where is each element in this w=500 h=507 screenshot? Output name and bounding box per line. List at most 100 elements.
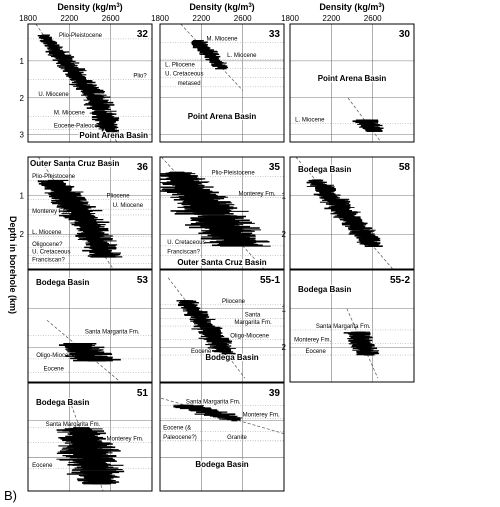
basin-label: Point Arena Basin [318,74,387,83]
panel-frame [159,269,285,383]
basin-label: Bodega Basin [36,398,89,407]
unit-label: Oligocene? [32,242,63,248]
unit-label: M. Miocene [54,110,86,116]
unit-label: metased [178,81,201,87]
basin-label: Point Arena Basin [79,131,148,140]
panel-30: L. Miocene 30 Point Arena Basin [289,23,415,143]
panel-plot-area [290,24,414,142]
unit-label: Eocene (& [163,426,191,432]
basin-label: Bodega Basin [205,353,258,362]
unit-label: Monterey Fm. [294,337,331,343]
x-tick-label: 2200 [60,14,78,23]
unit-label: Oligo-Miocene [230,334,269,340]
panel-frame [27,23,153,143]
panel-58: 1 2 58 Bodega Basin [282,156,415,270]
unit-label: U. Cretaceous [167,240,205,246]
panel-id-label: 35 [269,162,281,173]
y-tick-label: 3 [20,131,25,140]
x-tick-label: 2600 [364,14,382,23]
unit-label: Plio-Pleistocene [212,170,256,176]
unit-label: Granite [227,435,247,441]
panel-plot-area [160,157,284,269]
x-tick-label: 2600 [102,14,120,23]
basin-label: Outer Santa Cruz Basin [30,159,119,168]
panel-id-label: 39 [269,388,281,399]
unit-label: Eocene [306,349,327,355]
panel-id-label: 53 [137,275,149,286]
unit-label: U. Cretaceous [165,72,203,78]
y-tick-label: 1 [282,305,287,314]
panel-51: Santa Margarita Fm. Monterey Fm. Eocene 51 B… [27,382,153,492]
panel-53: Santa Margarita Fm. Oligo-Miocene Eocene 53… [27,269,153,383]
unit-label: Oligo-Miocene [36,353,75,359]
panel-33: M. Miocene L. Miocene L. Pliocene U. Cretac… [159,23,285,143]
panel-id-label: 55-2 [390,275,410,286]
y-tick-label: 1 [20,57,25,66]
basin-label: Bodega Basin [195,460,248,469]
panel-frame [159,23,285,143]
unit-label: Pliocene [222,299,246,305]
unit-label: U. Cretaceous [32,250,70,256]
x-tick-label: 1800 [19,14,37,23]
panel-frame [289,156,415,270]
y-tick-label: 2 [20,94,25,103]
unit-label: L. Miocene [295,118,325,124]
basin-label: Outer Santa Cruz Basin [177,258,266,267]
unit-label: Eocene [32,463,53,469]
column-title-2: Density (kg/m3) [189,2,254,12]
unit-label: Monterey Fm. [239,192,276,198]
unit-label: U. Miocene [38,92,69,98]
unit-label: Eocene [44,366,65,372]
column-title-3: Density (kg/m3) [319,2,384,12]
x-tick-label: 2200 [322,14,340,23]
panel-frame [27,382,153,492]
unit-label: Monterey Fm. [32,209,69,215]
panel-frame [289,269,415,383]
unit-label: U. Miocene [113,203,144,209]
y-axis-label: Depth in borehole (km) [8,216,18,314]
unit-label: L. Pliocene [165,62,195,68]
y-tick-label: 2 [282,343,287,352]
unit-label: Santa [245,312,261,318]
panel-frame [27,156,153,270]
panel-55-2: 1 2 Santa Margarita Fm. Monterey Fm. Eocene 5… [282,269,415,383]
panel-id-label: 33 [269,29,281,40]
panel-36: 1 2 Plio-Pleistocene Pliocene U. Miocene Mont… [20,156,153,270]
unit-label: Plio-Pleistocene [59,33,103,39]
column-title-1: Density (kg/m3) [57,2,122,12]
panel-plot-area [160,383,284,491]
panel-32: 1 2 3 Plio-Pleistocene Plio? U. Miocene M. Mio… [20,23,153,143]
figure-label: B) [4,488,17,503]
x-tick-label: 2600 [234,14,252,23]
unit-label: Paleocene?) [163,435,197,441]
panel-frame [289,23,415,143]
panel-id-label: 55-1 [260,275,280,286]
basin-label: Bodega Basin [36,278,89,287]
y-tick-label: 1 [20,192,25,201]
basin-label: Bodega Basin [298,285,351,294]
panel-plot-area [28,270,152,382]
trend-line [167,277,246,379]
unit-label: Franciscan? [32,257,65,263]
x-tick-label: 1800 [151,14,169,23]
unit-label: Monterey Fm. [243,413,280,419]
panel-plot-area [28,383,152,491]
y-tick-label: 2 [282,230,287,239]
panel-39: Santa Margarita Fm. Monterey Fm. Eocene (&… [159,382,285,492]
unit-label: L. Miocene [227,53,257,59]
basin-label: Point Arena Basin [188,112,257,121]
panel-id-label: 30 [399,29,411,40]
unit-label: Eocene-Paleocene [54,123,105,129]
unit-label: Pliocene [107,194,131,200]
unit-label: L. Miocene [32,230,62,236]
trend-line [346,308,379,379]
panel-plot-area [290,270,414,382]
panel-plot-area [290,157,414,269]
panel-plot-area [160,270,284,382]
panel-id-label: 36 [137,162,149,173]
x-tick-label: 2200 [192,14,210,23]
unit-label: Monterey Fm. [107,437,144,443]
y-tick-label: 1 [282,192,287,201]
panel-id-label: 58 [399,162,411,173]
